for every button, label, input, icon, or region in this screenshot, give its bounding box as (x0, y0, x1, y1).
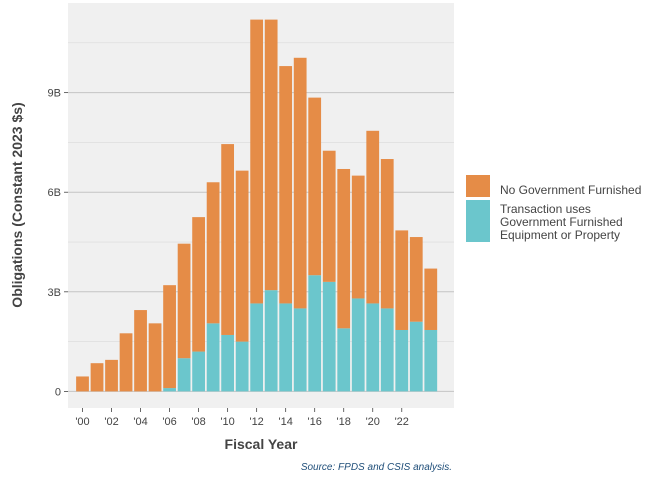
bar-no-gfe-2020 (366, 130, 380, 304)
x-tick-label: '08 (191, 416, 205, 428)
x-tick-label: '04 (133, 416, 147, 428)
bar-no-gfe-2003 (119, 333, 133, 392)
bar-no-gfe-2013 (264, 19, 278, 291)
bar-no-gfe-2001 (90, 363, 104, 392)
bar-gfe-2023 (409, 321, 423, 392)
bar-no-gfe-2011 (235, 170, 249, 342)
bars (76, 19, 438, 392)
x-tick-label: '12 (249, 416, 263, 428)
bar-no-gfe-2018 (337, 168, 351, 329)
bar-gfe-2020 (366, 303, 380, 392)
x-tick-label: '22 (395, 416, 409, 428)
bar-no-gfe-2019 (351, 175, 365, 299)
bar-gfe-2011 (235, 341, 249, 392)
x-tick-label: '10 (220, 416, 234, 428)
bar-no-gfe-2024 (424, 268, 438, 330)
x-axis-title: Fiscal Year (225, 436, 298, 452)
y-axis-ticks: 0 3B 6B 9B (48, 88, 68, 398)
bar-gfe-2008 (192, 351, 205, 392)
legend-label-gfe: Transaction uses Government Furnished Equi… (500, 202, 623, 242)
x-tick-label: '14 (278, 416, 292, 428)
y-tick-label: 6B (48, 187, 61, 199)
bar-gfe-2009 (206, 323, 220, 392)
bar-no-gfe-2017 (322, 150, 336, 282)
bar-no-gfe-2009 (206, 182, 220, 324)
y-tick-label: 9B (48, 88, 61, 100)
bar-gfe-2022 (395, 329, 409, 392)
x-tick-label: '18 (337, 416, 351, 428)
bar-no-gfe-2015 (293, 57, 307, 309)
source-caption: Source: FPDS and CSIS analysis. (301, 462, 452, 473)
bar-no-gfe-2023 (409, 237, 423, 322)
bar-gfe-2017 (322, 281, 336, 392)
y-axis-title: Obligations (Constant 2023 $s) (9, 102, 25, 307)
bar-no-gfe-2016 (308, 97, 322, 276)
bar-no-gfe-2005 (148, 323, 162, 392)
x-tick-label: '02 (104, 416, 118, 428)
x-tick-label: '20 (366, 416, 380, 428)
bar-no-gfe-2004 (134, 310, 147, 392)
bar-gfe-2010 (221, 334, 235, 392)
bar-gfe-2018 (337, 328, 351, 392)
bar-no-gfe-2007 (177, 243, 191, 359)
bar-no-gfe-2010 (221, 144, 235, 335)
bar-gfe-2015 (293, 308, 307, 392)
legend-swatch-no-gfe (466, 175, 490, 197)
bar-gfe-2024 (424, 329, 438, 392)
bar-no-gfe-2008 (192, 217, 205, 352)
bar-no-gfe-2006 (163, 285, 176, 389)
bar-no-gfe-2021 (380, 159, 394, 309)
bar-gfe-2007 (177, 358, 191, 392)
bar-gfe-2006 (163, 388, 176, 392)
legend-swatch-gfe (466, 200, 490, 242)
bar-gfe-2012 (250, 303, 264, 392)
x-axis-ticks: '00 '02 '04 '06 '08 '10 '12 '14 '16 '18 '20 '22 (75, 408, 409, 428)
bar-no-gfe-2000 (76, 376, 89, 392)
bar-gfe-2021 (380, 308, 394, 392)
x-tick-label: '00 (75, 416, 89, 428)
y-tick-label: 0 (55, 386, 61, 398)
legend-label-no-gfe: No Government Furnished (500, 183, 641, 197)
bar-gfe-2014 (279, 303, 293, 392)
x-tick-label: '06 (162, 416, 176, 428)
bar-no-gfe-2022 (395, 230, 409, 330)
bar-no-gfe-2002 (105, 359, 118, 392)
y-tick-label: 3B (48, 287, 61, 299)
bar-gfe-2019 (351, 298, 365, 392)
bar-gfe-2016 (308, 275, 322, 392)
legend: No Government Furnished Transaction uses G… (466, 175, 641, 242)
bar-no-gfe-2014 (279, 66, 293, 304)
x-tick-label: '16 (308, 416, 322, 428)
bar-no-gfe-2012 (250, 19, 264, 304)
bar-gfe-2013 (264, 290, 278, 392)
